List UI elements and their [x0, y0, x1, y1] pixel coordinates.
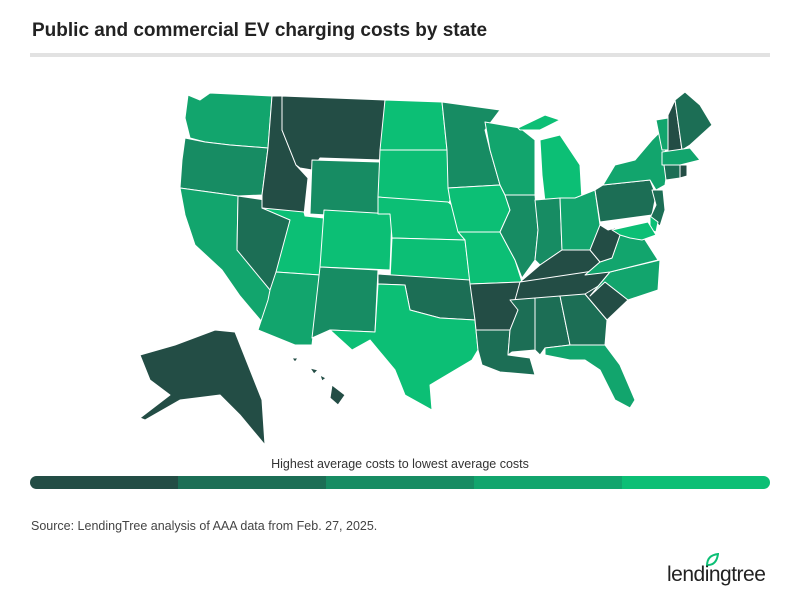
- state-ct: [663, 164, 681, 181]
- state-wy: [309, 159, 381, 219]
- state-co: [319, 209, 393, 271]
- state-shape-ma: [661, 147, 701, 166]
- state-ma: [661, 147, 701, 166]
- legend-swatch-1: [30, 476, 178, 489]
- title-divider: [30, 53, 770, 57]
- state-shape-mi: [539, 134, 583, 203]
- state-shape-pa: [594, 179, 657, 223]
- state-shape-hi: [309, 367, 319, 375]
- state-nm: [311, 266, 379, 339]
- state-shape-nd: [379, 99, 448, 151]
- state-shape-ct: [663, 164, 681, 181]
- legend-swatch-5: [622, 476, 770, 489]
- state-mi: [517, 114, 583, 203]
- state-shape-wy: [309, 159, 381, 219]
- state-nd: [379, 99, 448, 151]
- state-shape-ri: [679, 164, 688, 179]
- state-tx: [329, 283, 479, 411]
- legend-label: Highest average costs to lowest average …: [271, 457, 529, 471]
- state-wa: [184, 92, 273, 149]
- state-mt: [281, 95, 386, 171]
- state-shape-ak: [139, 329, 266, 446]
- state-fl: [544, 344, 636, 409]
- legend-swatch-2: [178, 476, 326, 489]
- legend-swatch-4: [474, 476, 622, 489]
- state-ny: [602, 129, 669, 191]
- state-shape-mi: [517, 114, 561, 131]
- state-shape-md: [611, 221, 657, 241]
- leaf-logo-icon: [705, 553, 719, 567]
- state-ia: [447, 184, 511, 233]
- state-shape-me: [674, 91, 713, 151]
- state-or: [179, 137, 269, 197]
- state-shape-hi: [329, 384, 346, 406]
- legend-color-scale: [30, 476, 770, 489]
- source-note: Source: LendingTree analysis of AAA data…: [31, 519, 378, 533]
- state-shape-hi: [319, 374, 327, 382]
- state-nj: [649, 189, 666, 227]
- state-shape-fl: [544, 344, 636, 409]
- state-shape-ny: [602, 129, 669, 191]
- state-shape-tx: [329, 283, 479, 411]
- state-shape-nm: [311, 266, 379, 339]
- state-shape-hi: [291, 357, 299, 363]
- state-shape-ia: [447, 184, 511, 233]
- us-state-map: [139, 91, 713, 446]
- state-me: [674, 91, 713, 151]
- legend-swatch-3: [326, 476, 474, 489]
- state-shape-or: [179, 137, 269, 197]
- state-shape-mt: [281, 95, 386, 171]
- state-hi: [291, 357, 346, 406]
- lendingtree-logo: lendingtree: [667, 563, 766, 586]
- state-shape-nj: [649, 189, 666, 227]
- page-title: Public and commercial EV charging costs …: [32, 20, 488, 41]
- state-shape-co: [319, 209, 393, 271]
- state-ri: [679, 164, 688, 179]
- state-shape-wa: [184, 92, 273, 149]
- state-md: [611, 221, 657, 241]
- state-pa: [594, 179, 657, 223]
- state-ak: [139, 329, 266, 446]
